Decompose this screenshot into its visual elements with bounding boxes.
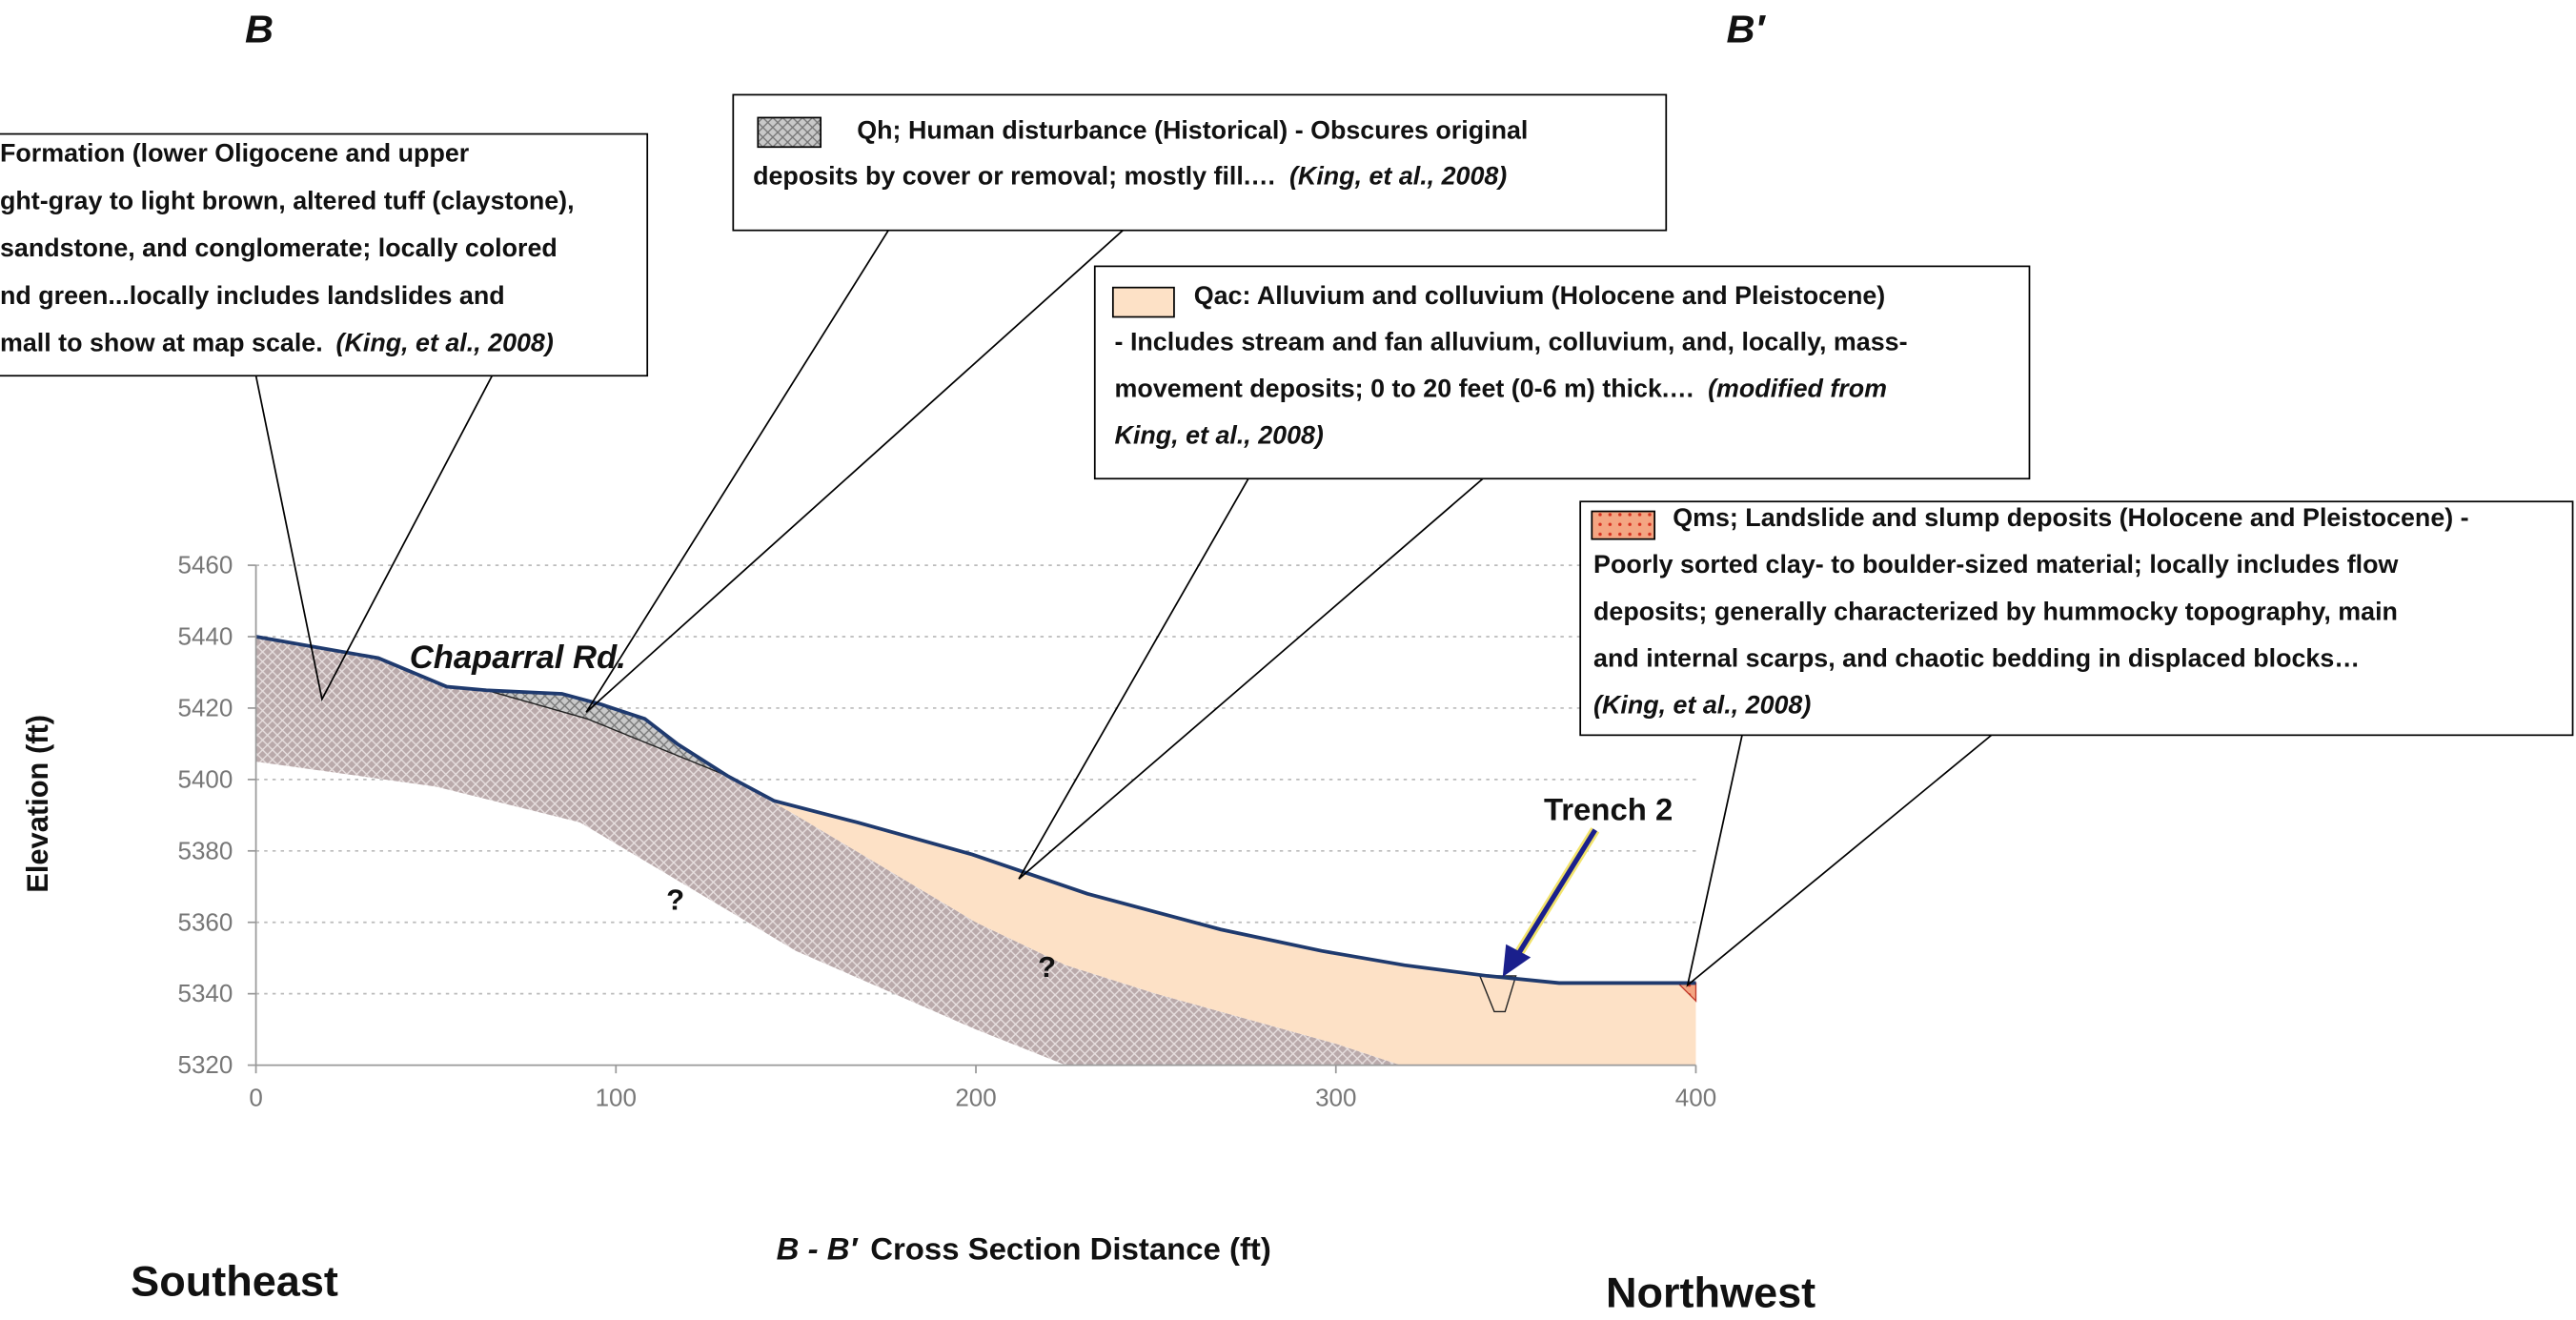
callout-line: (King, et al., 2008) bbox=[1593, 691, 1811, 720]
citation: (King, et al., 2008) bbox=[336, 329, 554, 357]
direction-label: Northwest bbox=[1606, 1269, 1815, 1317]
y-tick-label: 5420 bbox=[178, 696, 233, 722]
callout-line: ght-gray to light brown, altered tuff (c… bbox=[0, 187, 575, 215]
x-tick-label: 400 bbox=[1675, 1086, 1716, 1112]
x-axis-label-text: Cross Section Distance (ft) bbox=[870, 1231, 1271, 1267]
callout-text: Formation (lower Oligocene and upper bbox=[0, 139, 469, 168]
callout-text: Poorly sorted clay- to boulder-sized mat… bbox=[1593, 550, 2399, 579]
callout-line: sandstone, and conglomerate; locally col… bbox=[0, 234, 558, 262]
callout-text: Qac: Alluvium and colluvium (Holocene an… bbox=[1194, 281, 1886, 310]
citation: (King, et al., 2008) bbox=[1289, 162, 1507, 191]
y-tick-label: 5360 bbox=[178, 909, 233, 936]
callout-text: - Includes stream and fan alluvium, coll… bbox=[1115, 328, 1908, 356]
callout-text: and internal scarps, and chaotic bedding… bbox=[1593, 644, 2360, 673]
callout-line: King, et al., 2008) bbox=[1115, 421, 1324, 450]
leader bbox=[254, 375, 494, 702]
x-tick-label: 0 bbox=[249, 1086, 262, 1112]
callout-box bbox=[1093, 265, 2031, 480]
callout-text: movement deposits; 0 to 20 feet (0-6 m) … bbox=[1115, 375, 1695, 403]
y-tick-label: 5320 bbox=[178, 1052, 233, 1079]
callout-line: Poorly sorted clay- to boulder-sized mat… bbox=[1593, 550, 2399, 579]
citation: (modified from bbox=[1708, 375, 1887, 403]
y-tick-label: 5380 bbox=[178, 838, 233, 864]
direction-label: Southeast bbox=[131, 1258, 338, 1306]
callout-line: mall to show at map scale. (King, et al.,… bbox=[0, 329, 554, 357]
uncertain-mark: ? bbox=[666, 883, 684, 917]
x-axis-label: B - B′ Cross Section Distance (ft) bbox=[777, 1231, 1271, 1267]
callout-line: Formation (lower Oligocene and upper bbox=[0, 139, 469, 168]
callout-line: Qms; Landslide and slump deposits (Holoc… bbox=[1673, 503, 2468, 532]
callout-text: deposits; generally characterized by hum… bbox=[1593, 597, 2398, 625]
callout-text: deposits by cover or removal; mostly fil… bbox=[753, 162, 1276, 191]
callout-line: deposits; generally characterized by hum… bbox=[1593, 597, 2398, 625]
y-tick-label: 5440 bbox=[178, 624, 233, 651]
ground-surface bbox=[255, 635, 1696, 985]
callouts: Formation (lower Oligocene and upper ght-… bbox=[0, 116, 2469, 720]
callout-box bbox=[732, 93, 1668, 232]
callout-line: nd green...locally includes landslides a… bbox=[0, 281, 505, 310]
plot-area: 5320 5340 5360 5380 5400 5420 5440 5460 0 100 200 3… bbox=[178, 553, 1717, 1112]
leader bbox=[1018, 477, 1484, 880]
callout-box bbox=[0, 132, 649, 377]
callout-line: and internal scarps, and chaotic bedding… bbox=[1593, 644, 2360, 673]
layer bbox=[727, 776, 1696, 1066]
callout-line: - Includes stream and fan alluvium, coll… bbox=[1115, 328, 1908, 356]
arrow-head bbox=[1502, 944, 1531, 978]
callout-text: sandstone, and conglomerate; locally col… bbox=[0, 234, 558, 262]
uncertain-mark: ? bbox=[1038, 950, 1056, 984]
callout-line: movement deposits; 0 to 20 feet (0-6 m) … bbox=[1115, 375, 1887, 403]
y-tick-label: 5340 bbox=[178, 981, 233, 1007]
layer bbox=[255, 637, 1401, 1066]
y-tick-label: 5460 bbox=[178, 553, 233, 579]
x-axis-label-prefix: B - B′ bbox=[777, 1231, 860, 1267]
road-label: Chaparral Rd. bbox=[410, 640, 626, 676]
callout-line: Qh; Human disturbance (Historical) - Obs… bbox=[857, 116, 1528, 145]
callout-text: ght-gray to light brown, altered tuff (c… bbox=[0, 187, 575, 215]
y-tick-label: 5400 bbox=[178, 767, 233, 794]
arrow bbox=[1511, 828, 1597, 963]
leader bbox=[585, 230, 1124, 713]
leader bbox=[1686, 734, 1993, 987]
legend-swatch bbox=[1591, 510, 1656, 540]
citation: King, et al., 2008) bbox=[1115, 421, 1324, 450]
citation: (King, et al., 2008) bbox=[1593, 691, 1811, 720]
trench-label: Trench 2 bbox=[1544, 792, 1673, 827]
x-tick-label: 100 bbox=[596, 1086, 637, 1112]
legend-swatch bbox=[1111, 286, 1175, 318]
x-tick-label: 200 bbox=[955, 1086, 996, 1112]
callout-text: Qms; Landslide and slump deposits (Holoc… bbox=[1673, 503, 2468, 532]
x-tick-label: 300 bbox=[1315, 1086, 1356, 1112]
callout-text: mall to show at map scale. bbox=[0, 329, 323, 357]
y-axis-label: Elevation (ft) bbox=[21, 715, 54, 893]
section-end-label: B bbox=[245, 8, 274, 51]
callout-box bbox=[1579, 500, 2574, 737]
callout-line: Qac: Alluvium and colluvium (Holocene an… bbox=[1194, 281, 1886, 310]
section-end-label: B′ bbox=[1726, 8, 1766, 51]
callout-text: nd green...locally includes landslides a… bbox=[0, 281, 505, 310]
legend-swatch bbox=[757, 116, 822, 149]
leaders bbox=[254, 230, 1993, 987]
callout-line: deposits by cover or removal; mostly fil… bbox=[753, 162, 1507, 191]
callout-text: Qh; Human disturbance (Historical) - Obs… bbox=[857, 116, 1528, 145]
